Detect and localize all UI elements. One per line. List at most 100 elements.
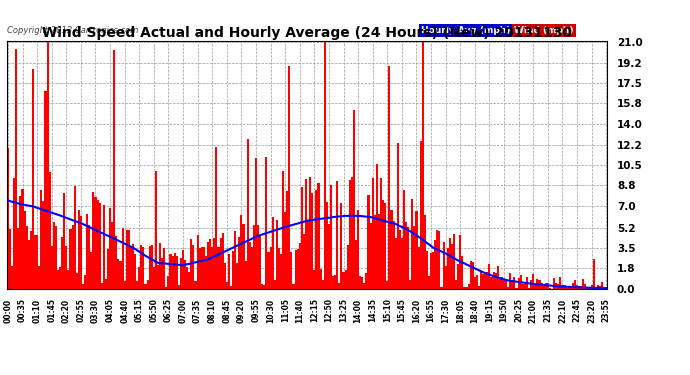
Bar — [593, 260, 595, 289]
Bar — [305, 178, 307, 289]
Bar — [526, 277, 528, 289]
Bar — [138, 267, 140, 289]
Bar — [32, 69, 34, 289]
Bar — [213, 238, 215, 289]
Bar — [505, 281, 507, 289]
Bar — [344, 270, 346, 289]
Bar — [542, 285, 544, 289]
Bar — [253, 225, 255, 289]
Bar — [448, 238, 451, 289]
Bar — [221, 233, 224, 289]
Bar — [255, 158, 257, 289]
Bar — [336, 181, 338, 289]
Bar — [589, 287, 591, 289]
Bar — [146, 280, 148, 289]
Bar — [274, 280, 276, 289]
Bar — [313, 270, 315, 289]
Bar — [282, 171, 284, 289]
Bar — [61, 237, 63, 289]
Bar — [401, 238, 403, 289]
Bar — [130, 247, 132, 289]
Bar — [207, 242, 209, 289]
Bar — [57, 270, 59, 289]
Bar — [417, 247, 420, 289]
Bar — [570, 287, 572, 289]
Bar — [499, 277, 501, 289]
Bar — [528, 288, 530, 289]
Bar — [355, 240, 357, 289]
Bar — [555, 283, 558, 289]
Bar — [195, 281, 197, 289]
Bar — [342, 272, 344, 289]
Bar — [232, 251, 234, 289]
Bar — [384, 203, 386, 289]
Bar — [168, 276, 170, 289]
Bar — [366, 273, 368, 289]
Bar — [268, 252, 270, 289]
Bar — [290, 252, 293, 289]
Bar — [399, 230, 401, 289]
Bar — [95, 197, 97, 289]
Bar — [34, 235, 36, 289]
Bar — [63, 192, 66, 289]
Bar — [530, 280, 532, 289]
Bar — [328, 224, 330, 289]
Bar — [480, 271, 482, 289]
Bar — [197, 235, 199, 289]
Bar — [564, 285, 566, 289]
Bar — [426, 251, 428, 289]
Bar — [574, 280, 576, 289]
Bar — [438, 231, 440, 289]
Bar — [395, 238, 397, 289]
Bar — [432, 252, 434, 289]
Bar — [211, 247, 213, 289]
Bar — [159, 243, 161, 289]
Bar — [82, 284, 84, 289]
Bar — [351, 177, 353, 289]
Bar — [578, 286, 580, 289]
Bar — [595, 287, 597, 289]
Bar — [26, 226, 28, 289]
Bar — [13, 178, 15, 289]
Bar — [11, 266, 13, 289]
Bar — [599, 286, 601, 289]
Bar — [288, 66, 290, 289]
Bar — [297, 249, 299, 289]
Bar — [446, 248, 448, 289]
Bar — [332, 276, 334, 289]
Bar — [353, 110, 355, 289]
Bar — [23, 211, 26, 289]
Bar — [272, 217, 274, 289]
Bar — [86, 214, 88, 289]
Bar — [442, 242, 444, 289]
Bar — [72, 225, 74, 289]
Bar — [109, 207, 111, 289]
Bar — [7, 148, 9, 289]
Bar — [491, 278, 493, 289]
Bar — [66, 246, 68, 289]
Bar — [553, 278, 555, 289]
Bar — [364, 283, 366, 289]
Bar — [486, 272, 489, 289]
Bar — [172, 256, 174, 289]
Bar — [234, 231, 236, 289]
Bar — [38, 267, 40, 289]
Bar — [17, 228, 19, 289]
Bar — [362, 277, 364, 289]
Bar — [466, 286, 468, 289]
Bar — [128, 230, 130, 289]
Bar — [582, 279, 584, 289]
Bar — [176, 256, 178, 289]
Bar — [142, 247, 144, 289]
Bar — [397, 143, 399, 289]
Bar — [605, 288, 607, 289]
Bar — [164, 248, 166, 289]
Bar — [215, 147, 217, 289]
Bar — [238, 237, 240, 289]
Bar — [464, 286, 466, 289]
Bar — [174, 253, 176, 289]
Bar — [501, 277, 503, 289]
Bar — [101, 283, 103, 289]
Bar — [201, 247, 203, 289]
Bar — [115, 236, 117, 289]
